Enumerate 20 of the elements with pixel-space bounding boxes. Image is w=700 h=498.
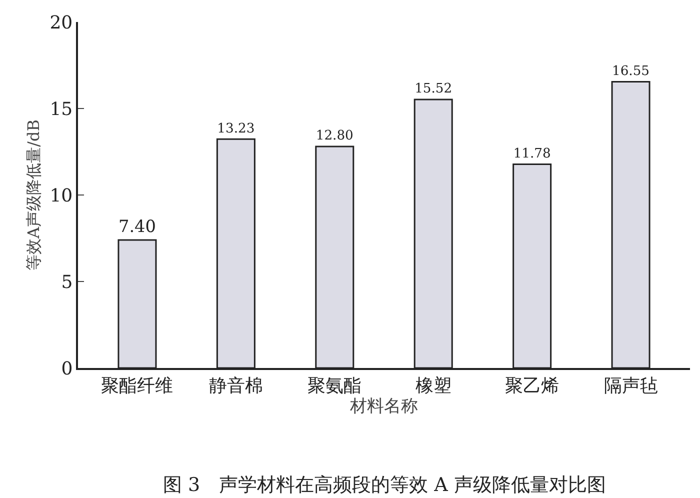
y-tick-label: 20 bbox=[50, 12, 73, 34]
y-tick-label: 5 bbox=[61, 272, 73, 293]
x-tick-label: 聚乙烯 bbox=[505, 375, 560, 396]
data-label: 12.80 bbox=[316, 128, 354, 144]
data-label: 11.78 bbox=[513, 146, 551, 162]
y-tick-label: 0 bbox=[61, 358, 73, 380]
data-label: 13.23 bbox=[217, 121, 255, 136]
y-tick-label: 10 bbox=[50, 185, 73, 206]
data-label: 16.55 bbox=[612, 64, 650, 79]
x-tick-label: 聚氨酯 bbox=[308, 375, 362, 396]
x-tick-label: 隔声毡 bbox=[604, 375, 658, 396]
caption: 图 3 声学材料在高频段的等效 A 声级降低量对比图 bbox=[163, 474, 606, 496]
data-label: 15.52 bbox=[414, 82, 452, 97]
y-axis-title: 等效A声级降低量/dB bbox=[24, 120, 44, 270]
x-axis-title: 材料名称 bbox=[349, 396, 418, 416]
y-tick-label: 15 bbox=[50, 98, 73, 120]
data-label: 7.40 bbox=[118, 216, 156, 236]
x-tick-label: 橡塑 bbox=[415, 375, 452, 396]
x-tick-label: 静音棉 bbox=[208, 375, 263, 396]
x-tick-label: 聚酯纤维 bbox=[101, 375, 174, 396]
